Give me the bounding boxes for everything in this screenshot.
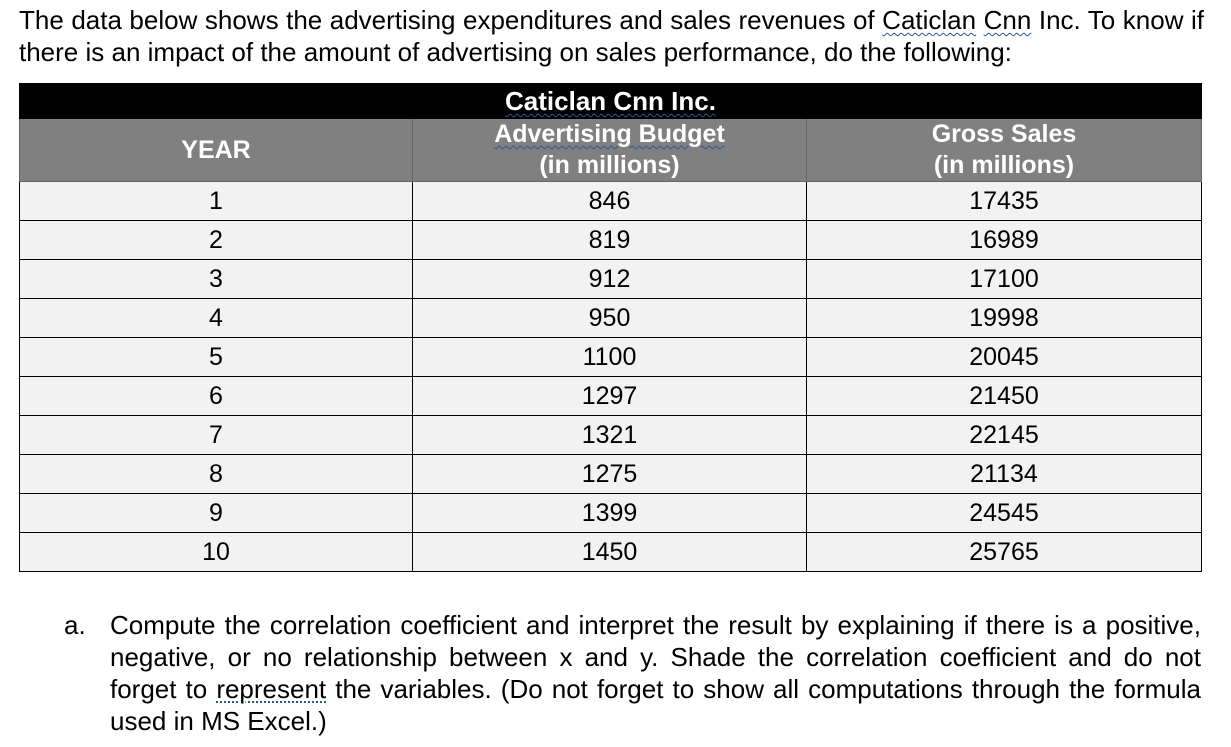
cell-year: 9 — [19, 493, 413, 533]
table-row: 6 1297 21450 — [19, 376, 1202, 416]
question-marker: a. — [64, 610, 86, 640]
cell-ad: 1100 — [412, 337, 807, 377]
table-row: 10 1450 25765 — [19, 532, 1202, 572]
cell-sales: 20045 — [806, 337, 1202, 377]
table-row: 7 1321 22145 — [19, 415, 1202, 455]
table-row: 4 950 19998 — [19, 298, 1202, 338]
table-row: 5 1100 20045 — [19, 337, 1202, 377]
question-a: a. Compute the correlation coefficient a… — [64, 609, 1201, 737]
table-title-row: Caticlan Cnn Inc. — [19, 83, 1202, 119]
cell-ad: 819 — [412, 220, 807, 260]
cell-year: 7 — [19, 415, 413, 455]
data-table: Caticlan Cnn Inc. YEAR Advertising Budge… — [19, 83, 1202, 572]
question-underlined-word: represent — [216, 674, 327, 704]
cell-sales: 19998 — [806, 298, 1202, 338]
intro-space — [976, 5, 984, 35]
header-ad-line1: Advertising Budget — [494, 120, 725, 148]
cell-year: 4 — [19, 298, 413, 338]
table-row: 9 1399 24545 — [19, 493, 1202, 533]
table-row: 8 1275 21134 — [19, 454, 1202, 494]
cell-year: 3 — [19, 259, 413, 299]
cell-ad: 1297 — [412, 376, 807, 416]
question-text-end: the variables. (Do not forget to show al… — [110, 674, 1201, 736]
table-title: Caticlan Cnn Inc. — [19, 83, 1202, 119]
cell-ad: 1321 — [412, 415, 807, 455]
table-row: 1 846 17435 — [19, 181, 1202, 221]
header-ad-line2: (in millions) — [539, 151, 680, 179]
table-row: 2 819 16989 — [19, 220, 1202, 260]
cell-ad: 950 — [412, 298, 807, 338]
header-year: YEAR — [19, 118, 413, 182]
cell-sales: 17435 — [806, 181, 1202, 221]
header-sales-line2: (in millions) — [933, 151, 1075, 179]
intro-text-end: Inc. To know if there is an impact of th… — [19, 5, 1204, 67]
intro-text-start: The data below shows the advertising exp… — [19, 5, 883, 35]
cell-sales: 21134 — [806, 454, 1202, 494]
intro-company-word-2: Cnn — [983, 5, 1032, 35]
table-title-text: Caticlan Cnn Inc. — [505, 86, 716, 116]
question-text-start: Compute the correlation coefficient and … — [110, 610, 1201, 704]
cell-sales: 21450 — [806, 376, 1202, 416]
cell-ad: 846 — [412, 181, 807, 221]
header-sales-line1: Gross Sales — [931, 120, 1077, 148]
table-header-row: YEAR Advertising Budget (in millions) Gr… — [19, 118, 1202, 182]
cell-year: 10 — [19, 532, 413, 572]
cell-ad: 1399 — [412, 493, 807, 533]
cell-year: 1 — [19, 181, 413, 221]
intro-company-word-1: Caticlan — [882, 5, 977, 35]
cell-year: 2 — [19, 220, 413, 260]
cell-sales: 16989 — [806, 220, 1202, 260]
cell-year: 6 — [19, 376, 413, 416]
cell-year: 5 — [19, 337, 413, 377]
cell-ad: 912 — [412, 259, 807, 299]
cell-ad: 1450 — [412, 532, 807, 572]
cell-ad: 1275 — [412, 454, 807, 494]
cell-sales: 24545 — [806, 493, 1202, 533]
cell-sales: 17100 — [806, 259, 1202, 299]
cell-year: 8 — [19, 454, 413, 494]
table-row: 3 912 17100 — [19, 259, 1202, 299]
intro-paragraph: The data below shows the advertising exp… — [19, 4, 1204, 68]
cell-sales: 22145 — [806, 415, 1202, 455]
header-gross-sales: Gross Sales (in millions) — [806, 118, 1202, 182]
question-text: Compute the correlation coefficient and … — [110, 609, 1201, 737]
header-advertising-budget: Advertising Budget (in millions) — [412, 118, 807, 182]
cell-sales: 25765 — [806, 532, 1202, 572]
